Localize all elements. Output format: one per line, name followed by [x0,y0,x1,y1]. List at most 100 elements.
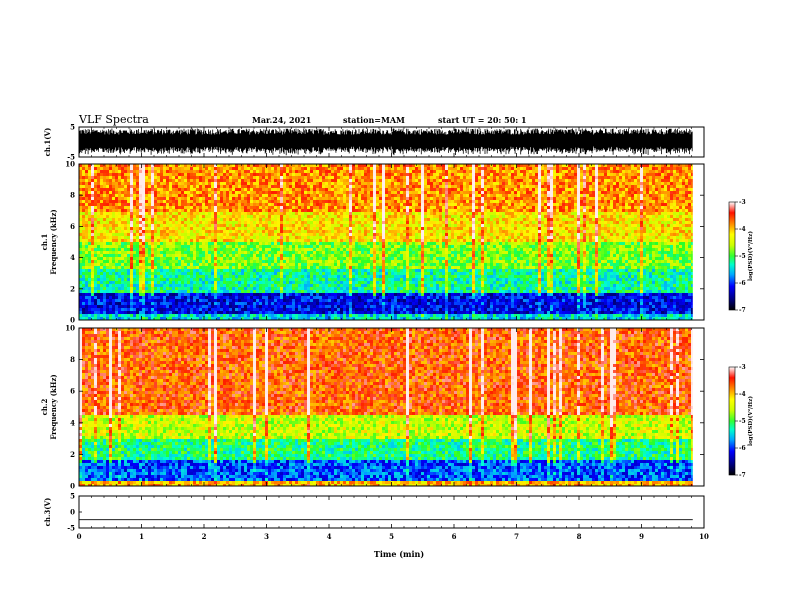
ch1-spec-cell [136,170,139,173]
ch1-spec-cell [358,278,361,281]
ch1-spec-cell [133,245,136,248]
ch1-spec-cell [166,200,169,203]
ch1-spec-cell [334,314,337,317]
ch1-spec-cell [271,305,274,308]
ch1-spec-cell [199,185,202,188]
ch1-spec-cell [274,185,277,188]
ch1-spec-cell [85,254,88,257]
ch1-spec-cell [295,194,298,197]
ch1-spec-cell [259,293,262,296]
ch1-spec-cell [109,197,112,200]
ch1-spec-cell [79,302,82,305]
ch1-spec-cell [331,302,334,305]
ch1-spec-cell [94,224,97,227]
ch1-spec-cell [199,314,202,317]
ch1-spec-cell [304,278,307,281]
ch1-spec-cell [166,233,169,236]
ch1-spec-cell [280,257,283,260]
ch1-spec-cell [85,230,88,233]
ch1-spec-cell [187,230,190,233]
ch1-spec-cell [274,278,277,281]
ch1-spec-cell [109,239,112,242]
ch1-spec-cell [175,173,178,176]
ch1-spec-cell [121,230,124,233]
ch1-spec-cell [220,236,223,239]
ch1-spec-cell [337,164,340,167]
ch1-spec-cell [274,218,277,221]
ch1-spec-cell [220,179,223,182]
ch1-spec-cell [178,215,181,218]
ch1-spec-cell [262,176,265,179]
ch1-spec-cell [109,194,112,197]
ch1-spec-cell [178,173,181,176]
ch1-spec-cell [274,296,277,299]
ch1-spec-cell [79,164,82,167]
ch1-spec-cell [256,236,259,239]
ch1-spec-cell [145,290,148,293]
ch1-spec-cell [223,317,226,320]
ch1-spec-cell [196,266,199,269]
ch1-spec-cell [115,200,118,203]
ch1-spec-cell [94,275,97,278]
ch1-spec-cell [235,254,238,257]
ch1-spec-cell [235,296,238,299]
ch1-spec-cell [145,311,148,314]
ch1-spec-cell [79,281,82,284]
ch1-spec-cell [349,206,352,209]
ch1-spec-cell [109,173,112,176]
ch1-spec-cell [112,266,115,269]
ch1-spec-cell [196,203,199,206]
ch1-spec-cell [109,293,112,296]
ch1-spec-cell [85,176,88,179]
ch1-spec-cell [250,224,253,227]
ch1-spec-cell [235,245,238,248]
ch1-spec-cell [160,242,163,245]
ch1-spec-cell [238,284,241,287]
ch1-spec-cell [310,215,313,218]
ch1-spec-cell [205,242,208,245]
ch1-spec-cell [82,314,85,317]
ch1-spec-cell [91,182,94,185]
ch1-spec-cell [166,287,169,290]
ch1-spec-cell [343,188,346,191]
ch1-spec-cell [148,242,151,245]
ch1-spec-cell [205,230,208,233]
ch1-spec-cell [214,281,217,284]
ch1-spec-cell [94,218,97,221]
ch1-spec-cell [349,218,352,221]
ch1-spec-cell [157,299,160,302]
ch1-spec-cell [214,200,217,203]
ch1-spec-cell [349,242,352,245]
ch1-spec-cell [178,308,181,311]
ch1-spec-cell [97,254,100,257]
ch1-spec-cell [238,269,241,272]
ch1-spec-cell [292,212,295,215]
ch1-spec-cell [85,167,88,170]
ch1-spec-cell [256,242,259,245]
ch1-spec-cell [100,245,103,248]
ch1-spec-cell [268,272,271,275]
ch1-spec-cell [145,266,148,269]
ch1-spec-cell [97,194,100,197]
ch1-spec-cell [103,194,106,197]
ch1-spec-cell [316,314,319,317]
ch1-spec-cell [181,236,184,239]
ch1-spec-cell [154,203,157,206]
ch1-spec-cell [214,308,217,311]
ch1-spec-cell [358,257,361,260]
ch1-spec-cell [355,221,358,224]
ch1-spec-cell [148,311,151,314]
ch1-spec-cell [139,308,142,311]
ch1-spec-cell [196,233,199,236]
ch1-spec-cell [349,227,352,230]
ch1-spec-cell [100,233,103,236]
ch1-spec-cell [88,311,91,314]
ch1-spec-cell [208,290,211,293]
ch1-spec-cell [121,239,124,242]
ch1-spec-cell [199,236,202,239]
ch1-spec-cell [118,284,121,287]
ch1-spec-cell [289,299,292,302]
ch1-spec-cell [316,293,319,296]
ch1-spec-cell [220,302,223,305]
ch1-spec-cell [118,197,121,200]
